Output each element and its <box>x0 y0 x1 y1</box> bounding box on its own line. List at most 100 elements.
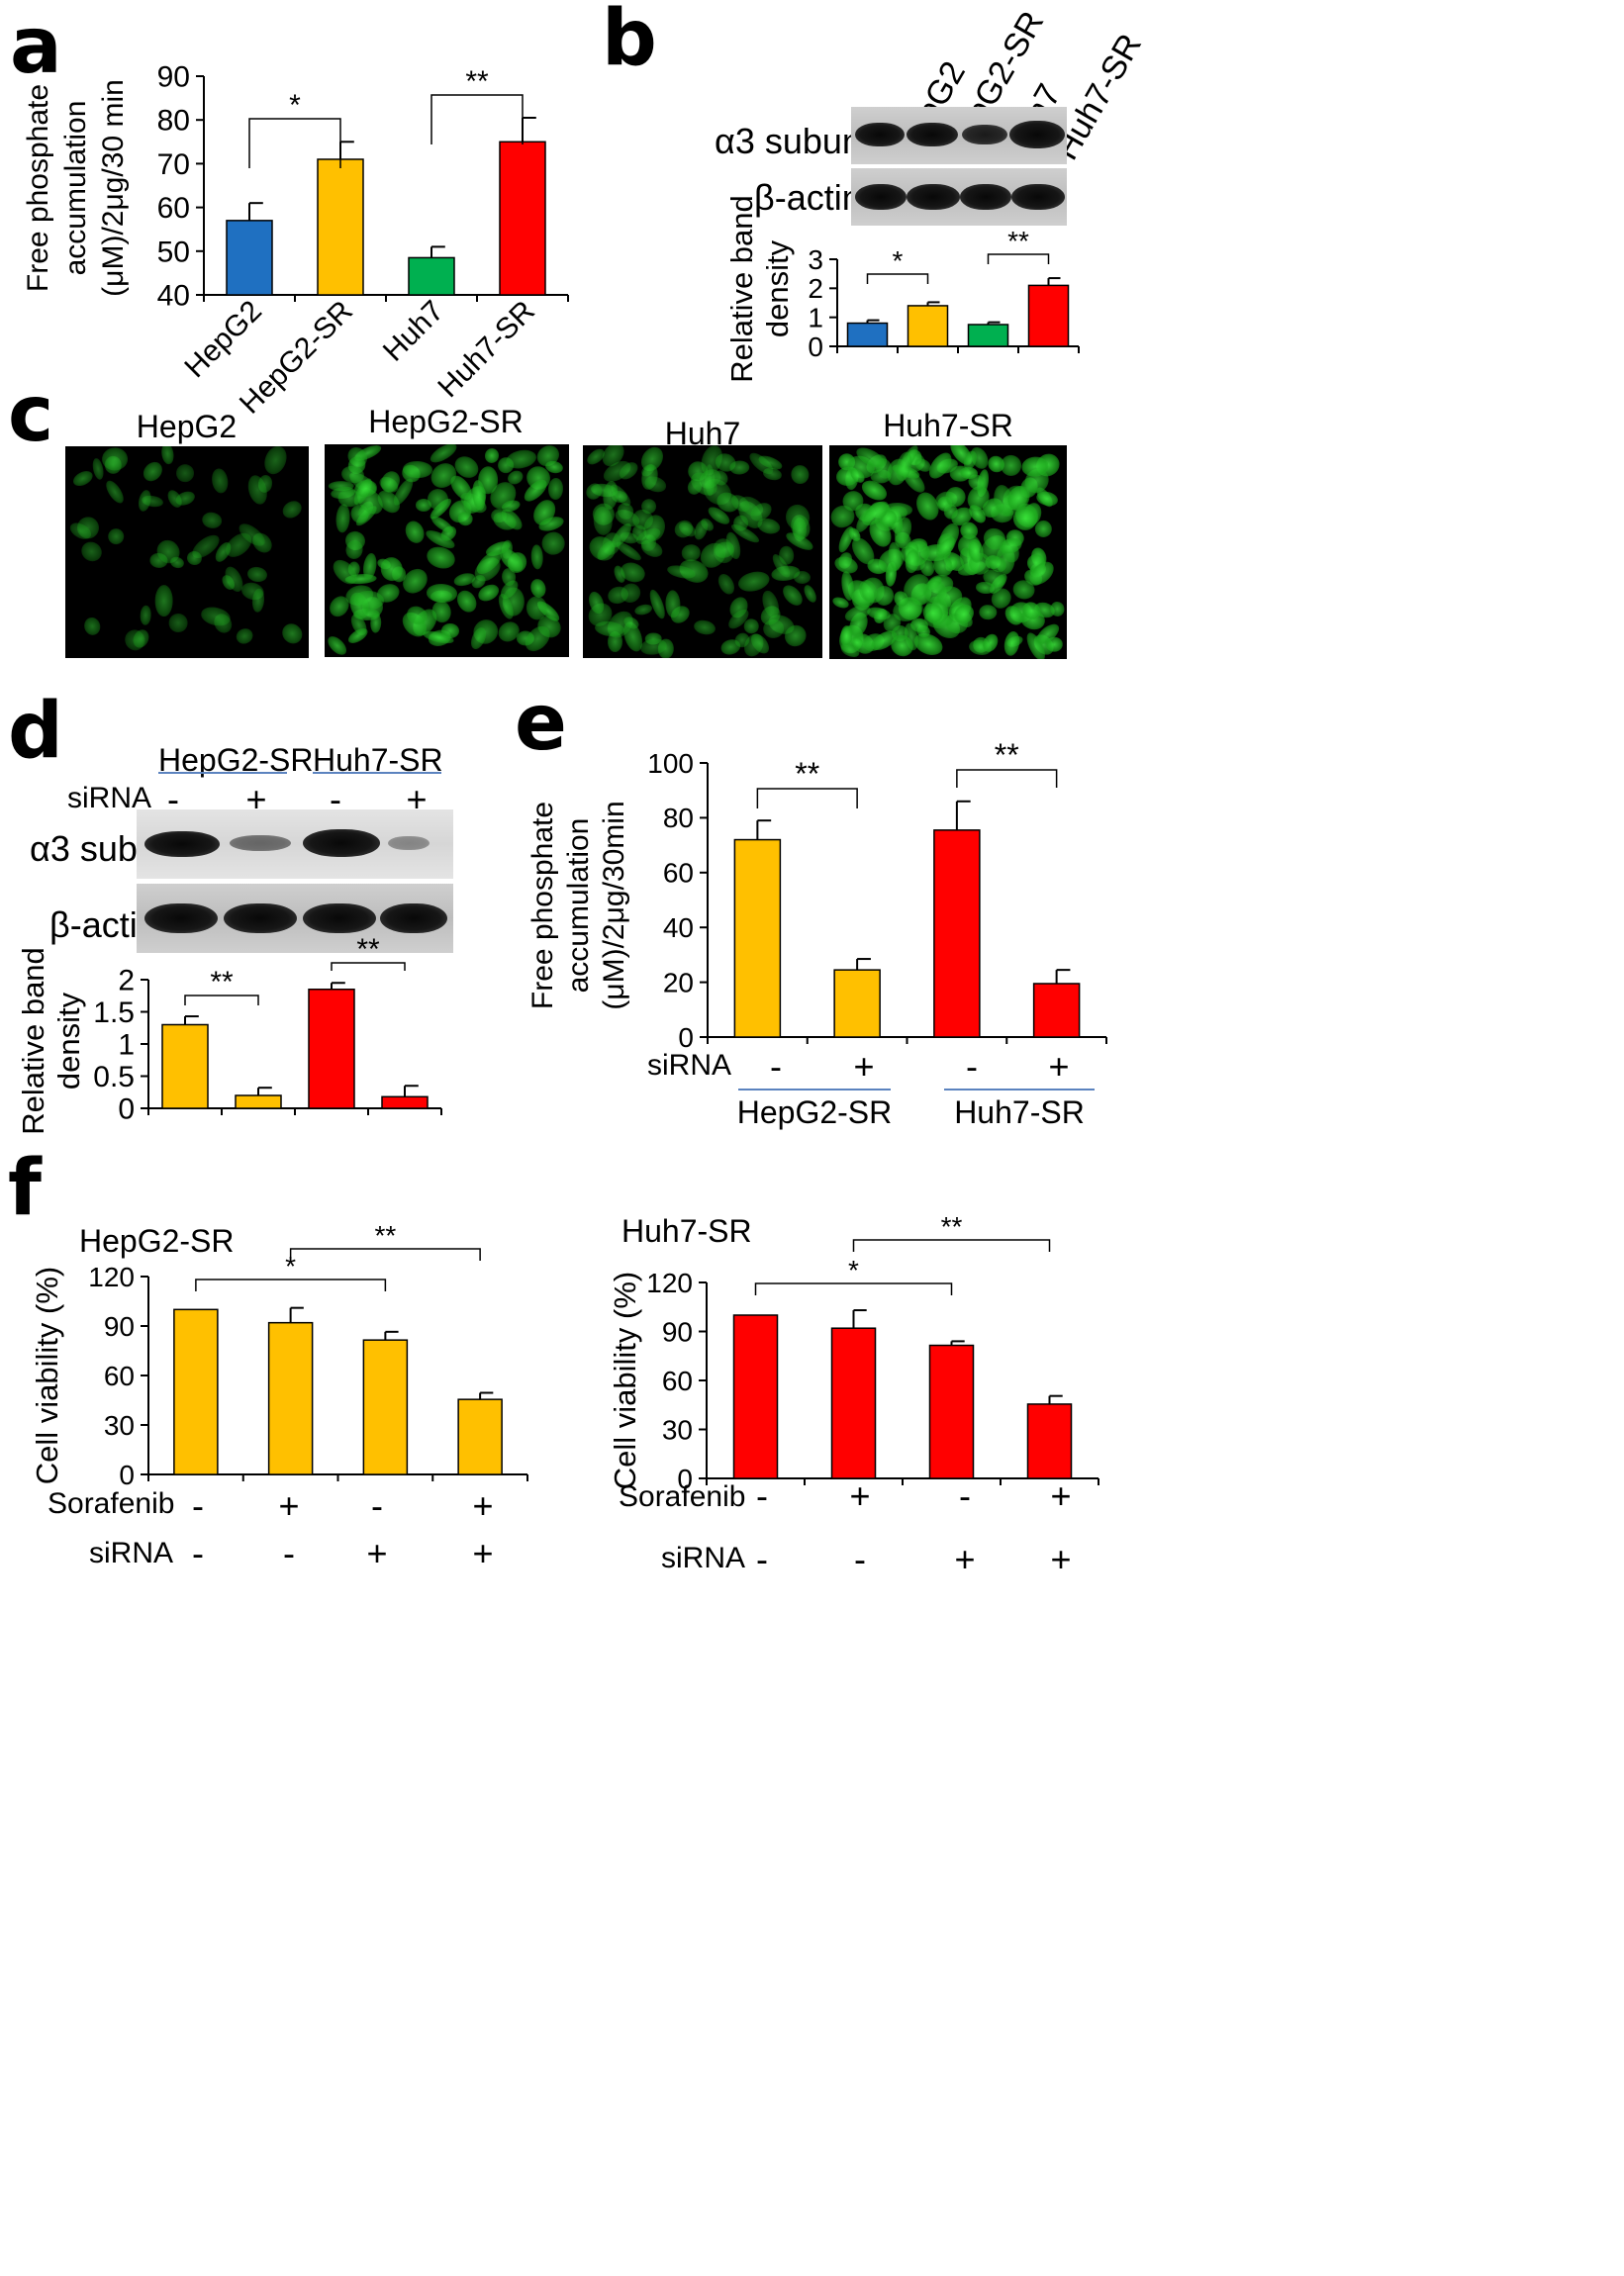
bar <box>267 1321 314 1475</box>
y-tick-label: 100 <box>647 748 694 779</box>
y-axis-label: Free phosphate <box>22 84 54 292</box>
micrograph-hepg2 <box>65 446 309 658</box>
bar <box>907 305 949 347</box>
blot-band <box>230 835 291 851</box>
blot-d-actin-strip <box>137 884 453 953</box>
significance-label: ** <box>795 756 819 792</box>
blot-band <box>962 125 1007 144</box>
y-axis-label: Free phosphate <box>526 802 559 1009</box>
y-tick-label: 20 <box>663 967 694 997</box>
significance-label: * <box>848 1255 859 1285</box>
chart-e-group-line <box>944 1089 1095 1091</box>
micro-c-label: Huh7-SR <box>883 408 1013 443</box>
blot-band <box>960 184 1011 210</box>
chart-f1-sirna-sign: - <box>192 1533 204 1573</box>
y-tick-label: 1 <box>118 1029 135 1062</box>
blot-d-alpha3-strip <box>137 809 453 879</box>
significance-label: * <box>285 1251 296 1281</box>
micro-c-label: HepG2 <box>136 409 238 444</box>
significance-label: ** <box>374 1220 396 1251</box>
significance-label: ** <box>356 933 380 966</box>
blot-b-alpha3-strip <box>851 107 1067 164</box>
y-axis-label: (μM)/2μg/30min <box>598 801 630 1009</box>
bar <box>733 838 782 1038</box>
blot-band <box>855 123 905 146</box>
bar <box>732 1314 779 1479</box>
bar <box>846 322 889 347</box>
significance-bracket <box>289 1248 481 1261</box>
bar <box>381 1095 429 1109</box>
blot-band <box>1011 184 1065 210</box>
significance-label: * <box>893 245 904 276</box>
chart-title: HepG2-SR <box>79 1223 235 1259</box>
significance-bracket <box>248 118 341 168</box>
chart-e-sirna-label: siRNA <box>647 1049 732 1082</box>
blot-band <box>855 184 907 210</box>
blot-d-sirna-sign: + <box>406 779 428 819</box>
y-tick-label: 120 <box>88 1262 135 1292</box>
y-axis-label: Cell viability (%) <box>608 1272 642 1489</box>
chart-f2-sorafenib-sign: - <box>756 1475 768 1516</box>
bar <box>226 220 273 296</box>
y-axis-label: accumulation <box>59 101 92 276</box>
micro-c-label: Huh7 <box>664 416 741 451</box>
y-tick-label: 2 <box>118 965 135 997</box>
chart-e-sirna-sign: + <box>1048 1046 1070 1087</box>
blot-d-group-label: Huh7-SR <box>313 742 443 778</box>
y-tick-label: 60 <box>157 192 190 225</box>
chart-f2-sorafenib-sign: - <box>959 1475 971 1516</box>
chart-e-sirna-sign: + <box>853 1046 875 1087</box>
chart-d: 00.511.52 ** ** Relative band density <box>16 933 442 1135</box>
y-axis-label: density <box>760 239 795 337</box>
blot-band <box>388 836 430 850</box>
y-tick-label: 60 <box>662 1366 693 1396</box>
bar <box>1032 983 1081 1038</box>
significance-label: ** <box>941 1211 963 1242</box>
blot-band <box>1009 121 1065 148</box>
y-axis-label: (μM)/2μg/30 min <box>97 79 130 297</box>
significance-bracket <box>331 962 406 971</box>
bar <box>833 969 881 1038</box>
blot-d-sirna-label: siRNA <box>67 782 152 814</box>
panel-label-b: b <box>602 0 657 83</box>
chart-f2-sirna-sign: + <box>954 1539 976 1579</box>
significance-bracket <box>756 788 858 808</box>
bar <box>308 989 355 1109</box>
panel-label-e: e <box>515 679 567 768</box>
y-tick-label: 80 <box>157 105 190 138</box>
y-tick-label: 0.5 <box>93 1061 135 1093</box>
significance-bracket <box>430 94 524 144</box>
chart-f2-sorafenib-sign: + <box>849 1475 871 1516</box>
chart-f1-sirna-sign: - <box>283 1533 295 1573</box>
significance-label: ** <box>995 737 1019 773</box>
bar <box>499 141 546 296</box>
chart-f2-sirna-sign: + <box>1050 1539 1072 1579</box>
micrograph-huh7 <box>583 445 822 658</box>
panel-label-f: f <box>8 1144 42 1233</box>
chart-f1-sirna-sign: + <box>472 1533 494 1573</box>
y-tick-label: 0 <box>808 332 823 362</box>
y-tick-label: 120 <box>646 1268 693 1298</box>
y-tick-label: 70 <box>157 148 190 181</box>
chart-f1-sorafenib-label: Sorafenib <box>48 1487 175 1520</box>
bar <box>161 1023 209 1109</box>
y-tick-label: 1.5 <box>93 996 135 1029</box>
micrograph-hepg2-sr <box>325 444 569 657</box>
bar <box>408 256 455 296</box>
micro-c-label: HepG2-SR <box>368 404 524 439</box>
chart-e-sirna-sign: - <box>966 1046 978 1087</box>
chart-e-group-line <box>738 1089 891 1091</box>
bar <box>928 1344 975 1479</box>
chart-f1-sirna-sign: + <box>366 1533 388 1573</box>
blot-d-sirna-sign: - <box>330 779 341 819</box>
significance-label: ** <box>465 65 489 98</box>
chart-f2-sorafenib-sign: + <box>1050 1475 1072 1516</box>
blot-band <box>907 184 960 210</box>
blot-band <box>907 123 958 146</box>
y-tick-label: 60 <box>104 1361 135 1391</box>
blot-d-group-line <box>158 772 287 774</box>
